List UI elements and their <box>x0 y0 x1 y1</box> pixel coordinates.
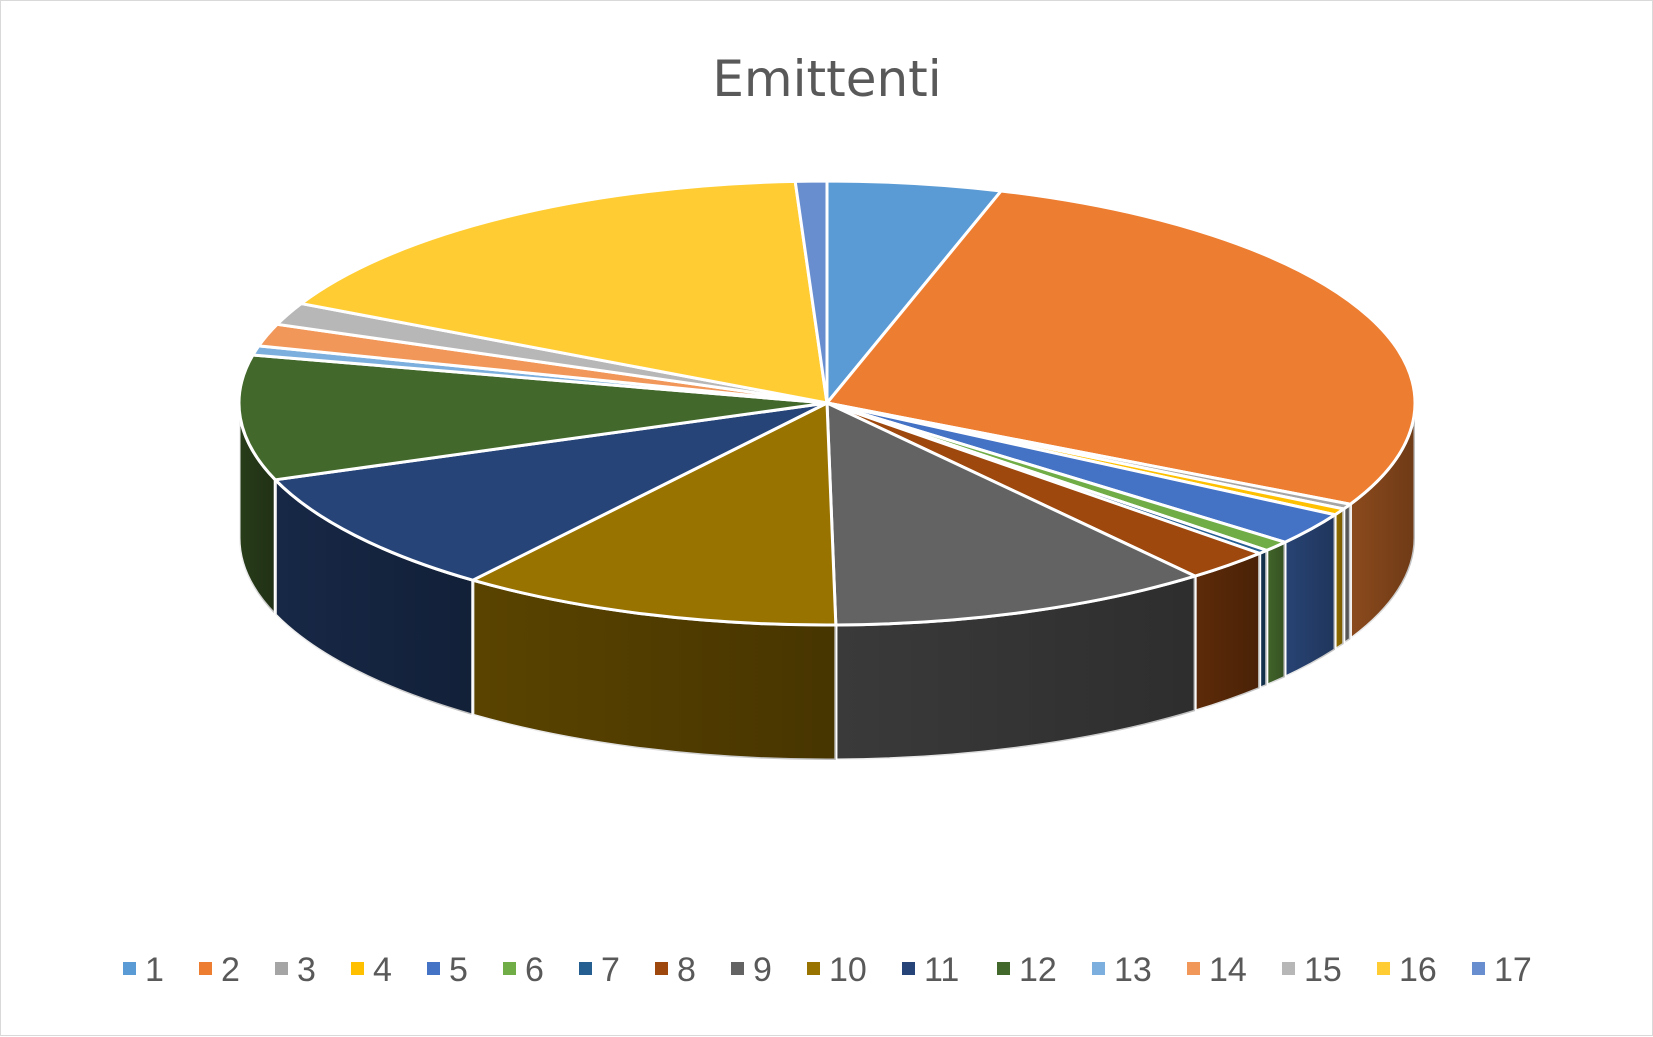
legend-label: 7 <box>601 951 620 989</box>
legend-item-5: 5 <box>427 951 468 989</box>
legend-swatch <box>503 962 516 975</box>
pie-side-6 <box>1265 540 1287 687</box>
legend-item-15: 15 <box>1282 951 1342 989</box>
legend-label: 15 <box>1304 951 1342 989</box>
legend-item-17: 17 <box>1472 951 1532 989</box>
pie-side-10 <box>471 578 838 762</box>
pie-slice-10 <box>471 401 838 627</box>
legend-item-13: 13 <box>1092 951 1152 989</box>
pie-slice-11 <box>273 401 829 582</box>
legend-swatch <box>997 962 1010 975</box>
legend-label: 10 <box>829 951 867 989</box>
legend-item-10: 10 <box>807 951 867 989</box>
legend-label: 1 <box>145 951 164 989</box>
legend-label: 9 <box>753 951 772 989</box>
pie-slice-1 <box>825 179 1003 405</box>
legend-label: 3 <box>297 951 316 989</box>
legend-swatch <box>275 962 288 975</box>
legend-label: 12 <box>1019 951 1057 989</box>
legend-item-3: 3 <box>275 951 316 989</box>
legend-label: 8 <box>677 951 696 989</box>
legend-swatch <box>351 962 364 975</box>
legend-item-6: 6 <box>503 951 544 989</box>
legend-swatch <box>123 962 136 975</box>
legend-item-7: 7 <box>579 951 620 989</box>
legend-label: 4 <box>373 951 392 989</box>
legend-item-16: 16 <box>1377 951 1437 989</box>
legend-label: 17 <box>1494 951 1532 989</box>
pie-slice-12 <box>237 353 829 482</box>
legend-swatch <box>1282 962 1295 975</box>
legend-swatch <box>579 962 592 975</box>
legend-label: 14 <box>1209 951 1247 989</box>
legend-swatch <box>199 962 212 975</box>
pie-slice-17 <box>793 179 829 405</box>
pie-slice-16 <box>299 179 829 405</box>
pie-side-8 <box>1193 551 1262 713</box>
pie-side-12 <box>237 401 277 617</box>
legend-swatch <box>1472 962 1485 975</box>
legend-label: 5 <box>449 951 468 989</box>
legend-item-11: 11 <box>902 951 959 989</box>
chart-title: Emittenti <box>712 50 941 108</box>
legend-swatch <box>807 962 820 975</box>
legend-swatch <box>1092 962 1105 975</box>
legend-item-14: 14 <box>1187 951 1247 989</box>
legend-label: 13 <box>1114 951 1152 989</box>
legend-swatch <box>902 962 915 975</box>
legend-item-1: 1 <box>123 951 164 989</box>
legend-swatch <box>1187 962 1200 975</box>
legend-item-9: 9 <box>731 951 772 989</box>
legend-swatch <box>731 962 744 975</box>
legend-swatch <box>1377 962 1390 975</box>
legend-item-12: 12 <box>997 951 1057 989</box>
legend-label: 6 <box>525 951 544 989</box>
legend-item-4: 4 <box>351 951 392 989</box>
legend-label: 16 <box>1399 951 1437 989</box>
legend-item-8: 8 <box>655 951 696 989</box>
legend-swatch <box>655 962 668 975</box>
pie-slice-9 <box>825 401 1197 627</box>
legend-label: 2 <box>221 951 240 989</box>
legend-label: 11 <box>924 951 959 989</box>
legend-item-2: 2 <box>199 951 240 989</box>
legend: 1 2 3 4 5 6 7 8 9 10 11 12 13 14 15 16 17 <box>123 951 1532 989</box>
pie-sides <box>237 401 1417 762</box>
pie-slice-2 <box>825 189 1417 506</box>
pie-slices <box>237 179 1417 627</box>
legend-swatch <box>427 962 440 975</box>
